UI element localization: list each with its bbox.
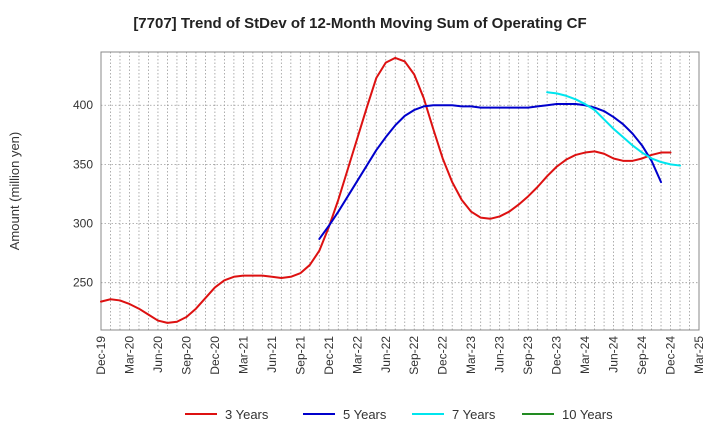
legend-label-3-years: 3 Years (225, 407, 269, 422)
legend-label-5-years: 5 Years (343, 407, 387, 422)
x-tick-label: Sep-24 (635, 336, 649, 375)
x-tick-label: Jun-23 (493, 336, 507, 373)
y-tick-labels: 250 300 350 400 (73, 98, 93, 289)
x-tick-label: Mar-21 (236, 336, 250, 374)
y-tick-label: 250 (73, 276, 93, 290)
x-tick-label: Sep-22 (407, 336, 421, 375)
x-tick-label: Dec-22 (436, 336, 450, 375)
x-tick-label: Sep-20 (179, 336, 193, 375)
series-line-7-years (546, 91, 682, 167)
x-tick-label: Jun-20 (151, 336, 165, 373)
x-tick-label: Jun-22 (379, 336, 393, 373)
y-axis-label: Amount (million yen) (7, 132, 22, 251)
plot-area-frame (100, 51, 700, 331)
x-tick-label: Dec-24 (664, 336, 678, 375)
x-tick-label: Mar-24 (578, 336, 592, 374)
x-tick-label: Mar-23 (464, 336, 478, 374)
y-tick-label: 400 (73, 98, 93, 112)
x-tick-label: Mar-20 (122, 336, 136, 374)
x-tick-label: Dec-19 (94, 336, 108, 375)
legend-label-10-years: 10 Years (562, 407, 613, 422)
x-tick-labels: Dec-19 Mar-20 Jun-20 Sep-20 Dec-20 Mar-21 Jun-… (94, 336, 706, 375)
x-tick-label: Jun-21 (265, 336, 279, 373)
legend: 3 Years 5 Years 7 Years 10 Years (185, 407, 613, 422)
legend-label-7-years: 7 Years (452, 407, 496, 422)
grid-layer (100, 52, 700, 330)
series-line-5-years (318, 103, 663, 240)
series-layer (100, 56, 682, 324)
x-tick-label: Mar-25 (692, 336, 706, 374)
x-tick-label: Mar-22 (350, 336, 364, 374)
x-tick-label: Dec-20 (208, 336, 222, 375)
y-tick-label: 350 (73, 157, 93, 171)
chart-title: [7707] Trend of StDev of 12-Month Moving… (133, 15, 586, 32)
x-tick-label: Dec-21 (322, 336, 336, 375)
y-tick-label: 300 (73, 217, 93, 231)
x-tick-label: Dec-23 (550, 336, 564, 375)
x-tick-label: Jun-24 (607, 336, 621, 373)
x-tick-label: Sep-23 (521, 336, 535, 375)
series-line-3-years (100, 56, 672, 324)
x-tick-label: Sep-21 (293, 336, 307, 375)
